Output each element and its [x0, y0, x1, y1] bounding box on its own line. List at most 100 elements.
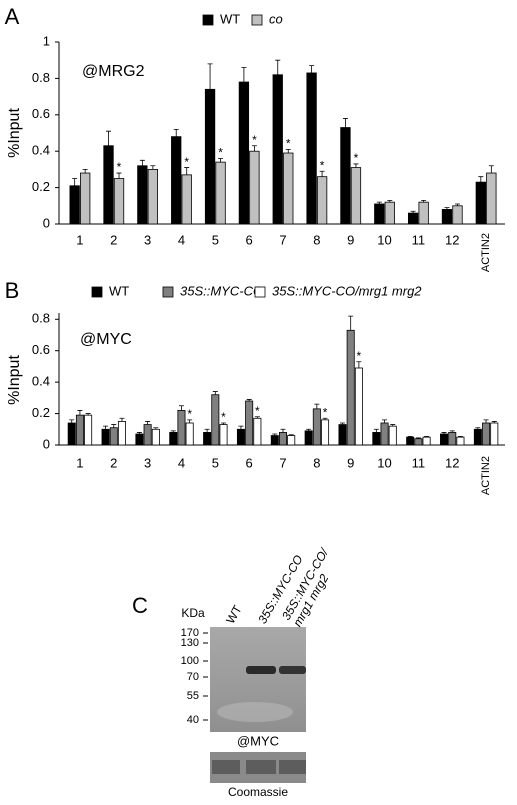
bar	[388, 425, 397, 446]
error-bar	[410, 210, 416, 214]
y-tick-label: 0.6	[32, 106, 50, 121]
y-tick-label: 0.2	[32, 179, 50, 194]
error-bar	[241, 67, 247, 83]
error-bar	[103, 425, 109, 430]
significance-mark: *	[320, 158, 325, 172]
error-bar	[407, 435, 413, 438]
error-bar	[382, 419, 388, 423]
bar	[103, 145, 114, 225]
chart-title: @MRG2	[82, 63, 145, 80]
antibody-label: @MYC	[237, 733, 279, 748]
error-bar	[212, 391, 218, 395]
legend-swatch	[202, 14, 214, 26]
bar	[414, 438, 423, 446]
bar	[181, 174, 192, 225]
error-bar	[251, 145, 257, 152]
error-bar	[187, 419, 193, 423]
significance-mark: *	[357, 349, 362, 363]
error-bar	[491, 421, 497, 423]
error-bar	[339, 422, 345, 425]
bar	[384, 201, 395, 225]
panel-letter: A	[5, 4, 20, 29]
x-tick-label: 10	[377, 455, 391, 470]
chart-title: @MYC	[80, 331, 132, 348]
x-tick-label: 4	[178, 232, 185, 247]
error-bar	[207, 63, 213, 90]
error-bar	[387, 199, 393, 203]
x-tick-label: 7	[279, 232, 286, 247]
y-tick-label: 1	[43, 33, 50, 48]
y-axis-label: %Input	[6, 355, 23, 405]
significance-mark: *	[286, 137, 291, 151]
x-tick-label: 6	[246, 232, 253, 247]
x-tick-label: 3	[144, 455, 151, 470]
error-bar	[69, 419, 75, 423]
x-tick-label: 12	[445, 232, 459, 247]
significance-mark: *	[187, 407, 192, 421]
bar	[312, 408, 321, 446]
error-bar	[221, 422, 227, 425]
legend-label: co	[269, 11, 283, 26]
error-bar	[373, 428, 379, 433]
legend-label: WT	[109, 283, 129, 298]
bar	[272, 74, 283, 225]
panel-letter: C	[132, 593, 148, 618]
error-bar	[441, 432, 447, 434]
bar	[69, 185, 80, 225]
bar	[490, 422, 499, 446]
x-tick-label: 4	[178, 455, 185, 470]
x-tick-label: 10	[377, 232, 391, 247]
coomassie-band	[212, 760, 240, 774]
bar	[80, 172, 91, 225]
error-bar	[272, 433, 278, 436]
legend-swatch	[91, 286, 103, 298]
y-tick-label: 0	[43, 215, 50, 230]
error-bar	[204, 428, 210, 433]
bar	[101, 428, 110, 446]
x-tick-label: ACTIN2	[480, 233, 492, 272]
error-bar	[111, 424, 117, 428]
bar	[422, 436, 431, 446]
bar	[215, 161, 226, 225]
blot-band	[279, 666, 306, 674]
error-bar	[119, 417, 125, 422]
bar	[177, 410, 186, 446]
panel-letter: B	[5, 278, 20, 303]
error-bar	[488, 165, 494, 174]
legend-label: 35S::MYC-CO/mrg1 mrg2	[272, 283, 422, 298]
blot-smear	[217, 702, 293, 722]
bar	[253, 417, 262, 446]
error-bar	[150, 165, 156, 170]
bar	[135, 433, 144, 446]
error-bar	[319, 170, 325, 177]
marker-label: 55	[187, 690, 199, 702]
x-tick-label: 1	[76, 455, 83, 470]
error-bar	[77, 410, 83, 416]
bar	[245, 400, 254, 446]
unit-label: KDa	[181, 606, 205, 620]
error-bar	[173, 128, 179, 137]
x-tick-label: 11	[412, 455, 426, 470]
marker-label: 130	[181, 637, 199, 649]
error-bar	[85, 413, 91, 416]
x-tick-label: 5	[212, 455, 219, 470]
significance-mark: *	[255, 404, 260, 418]
bar	[452, 205, 463, 225]
bar	[340, 127, 351, 225]
bar	[304, 430, 313, 446]
error-bar	[483, 419, 489, 423]
bar	[169, 432, 178, 446]
error-bar	[153, 427, 159, 430]
error-bar	[415, 437, 421, 439]
error-bar	[275, 59, 281, 75]
bar	[211, 394, 220, 446]
bar	[171, 136, 182, 225]
marker-label: 170	[181, 627, 199, 639]
x-tick-label: 2	[110, 455, 117, 470]
x-tick-label: 8	[313, 455, 320, 470]
y-tick-label: 0.8	[32, 70, 50, 85]
coomassie-band	[279, 760, 306, 774]
bar	[75, 414, 84, 446]
error-bar	[178, 405, 184, 411]
